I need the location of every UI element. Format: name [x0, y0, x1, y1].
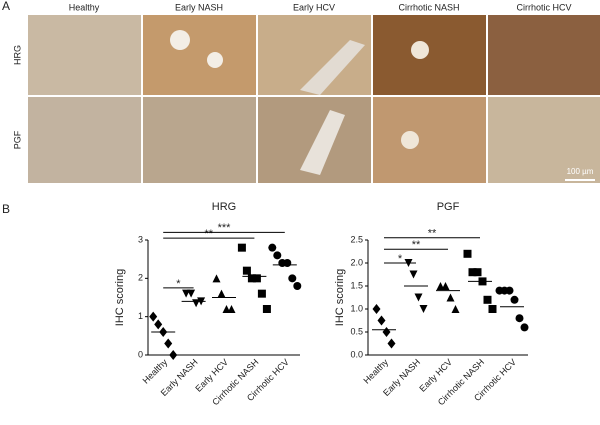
x-tick-label: Healthy [361, 357, 390, 386]
y-tick-label: 0 [138, 349, 143, 359]
data-point [237, 243, 246, 252]
chart-title: PGF [437, 201, 460, 213]
column-label: Healthy [69, 2, 100, 12]
data-point [520, 323, 529, 332]
micrograph [28, 97, 141, 183]
significance-label: ** [205, 228, 214, 240]
data-point [468, 268, 477, 277]
data-point [441, 282, 450, 290]
y-tick-label: 1.0 [350, 303, 363, 313]
data-point [154, 319, 163, 330]
data-point [387, 338, 396, 349]
y-tick-label: 3 [138, 234, 143, 244]
data-point [419, 305, 428, 313]
data-point [212, 274, 221, 283]
significance-label: ** [428, 228, 437, 240]
vacuole [401, 131, 419, 149]
data-point [283, 259, 292, 267]
data-point [217, 289, 226, 298]
data-point [164, 338, 173, 349]
y-axis-label: IHC scoring [334, 269, 346, 326]
vessel [300, 110, 345, 175]
y-tick-label: 2 [138, 273, 143, 283]
micrograph [373, 15, 486, 95]
data-point [451, 305, 460, 313]
chart-title: HRG [212, 201, 236, 213]
data-point [252, 274, 261, 283]
x-tick-label: Healthy [141, 357, 170, 386]
vacuole [170, 30, 190, 50]
data-point [446, 293, 455, 302]
y-tick-label: 2.5 [350, 234, 363, 244]
data-point [488, 305, 497, 313]
data-point [414, 293, 423, 302]
data-point [382, 327, 391, 337]
data-point [483, 295, 492, 304]
data-point [273, 251, 282, 260]
micrograph [28, 15, 141, 95]
data-point [372, 304, 381, 314]
data-point [262, 305, 271, 313]
data-point [409, 270, 418, 279]
row-label: PGF [12, 130, 22, 149]
micrograph [143, 15, 256, 95]
micrograph [488, 15, 600, 95]
vessel [300, 40, 365, 95]
vacuole [411, 41, 429, 59]
data-point [288, 274, 297, 283]
data-point [247, 274, 256, 283]
panel-label: B [2, 202, 10, 216]
column-label: Early NASH [175, 2, 223, 12]
panel-label: A [2, 0, 10, 13]
micrographs: 100 µm [28, 15, 600, 183]
significance-label: * [398, 253, 403, 265]
data-point [293, 282, 302, 290]
data-point [257, 289, 266, 298]
data-point [473, 268, 482, 277]
column-label: Cirrhotic NASH [398, 2, 459, 12]
scale-bar-label: 100 µm [567, 167, 594, 176]
micrograph [488, 97, 600, 183]
data-point [515, 314, 524, 323]
data-point [187, 289, 196, 298]
vacuole [207, 52, 223, 68]
data-point [149, 311, 158, 322]
micrograph [373, 97, 486, 183]
data-point [377, 315, 386, 326]
y-tick-label: 1 [138, 311, 143, 321]
data-point [242, 266, 251, 275]
y-tick-label: 0.5 [350, 326, 363, 336]
column-label: Cirrhotic HCV [516, 2, 571, 12]
data-point [268, 243, 277, 252]
data-point [510, 295, 519, 304]
micrograph [143, 97, 256, 183]
significance-label: *** [218, 222, 232, 234]
y-tick-label: 0.0 [350, 349, 363, 359]
significance-label: * [176, 278, 181, 290]
significance-label: ** [412, 239, 421, 251]
y-axis-label: IHC scoring [114, 269, 126, 326]
data-point [169, 350, 178, 360]
y-tick-label: 2.0 [350, 257, 363, 267]
data-point [463, 249, 472, 258]
row-label: HRG [12, 45, 22, 65]
data-point [227, 305, 236, 313]
data-point [505, 286, 514, 295]
column-label: Early HCV [293, 2, 335, 12]
y-tick-label: 1.5 [350, 280, 363, 290]
